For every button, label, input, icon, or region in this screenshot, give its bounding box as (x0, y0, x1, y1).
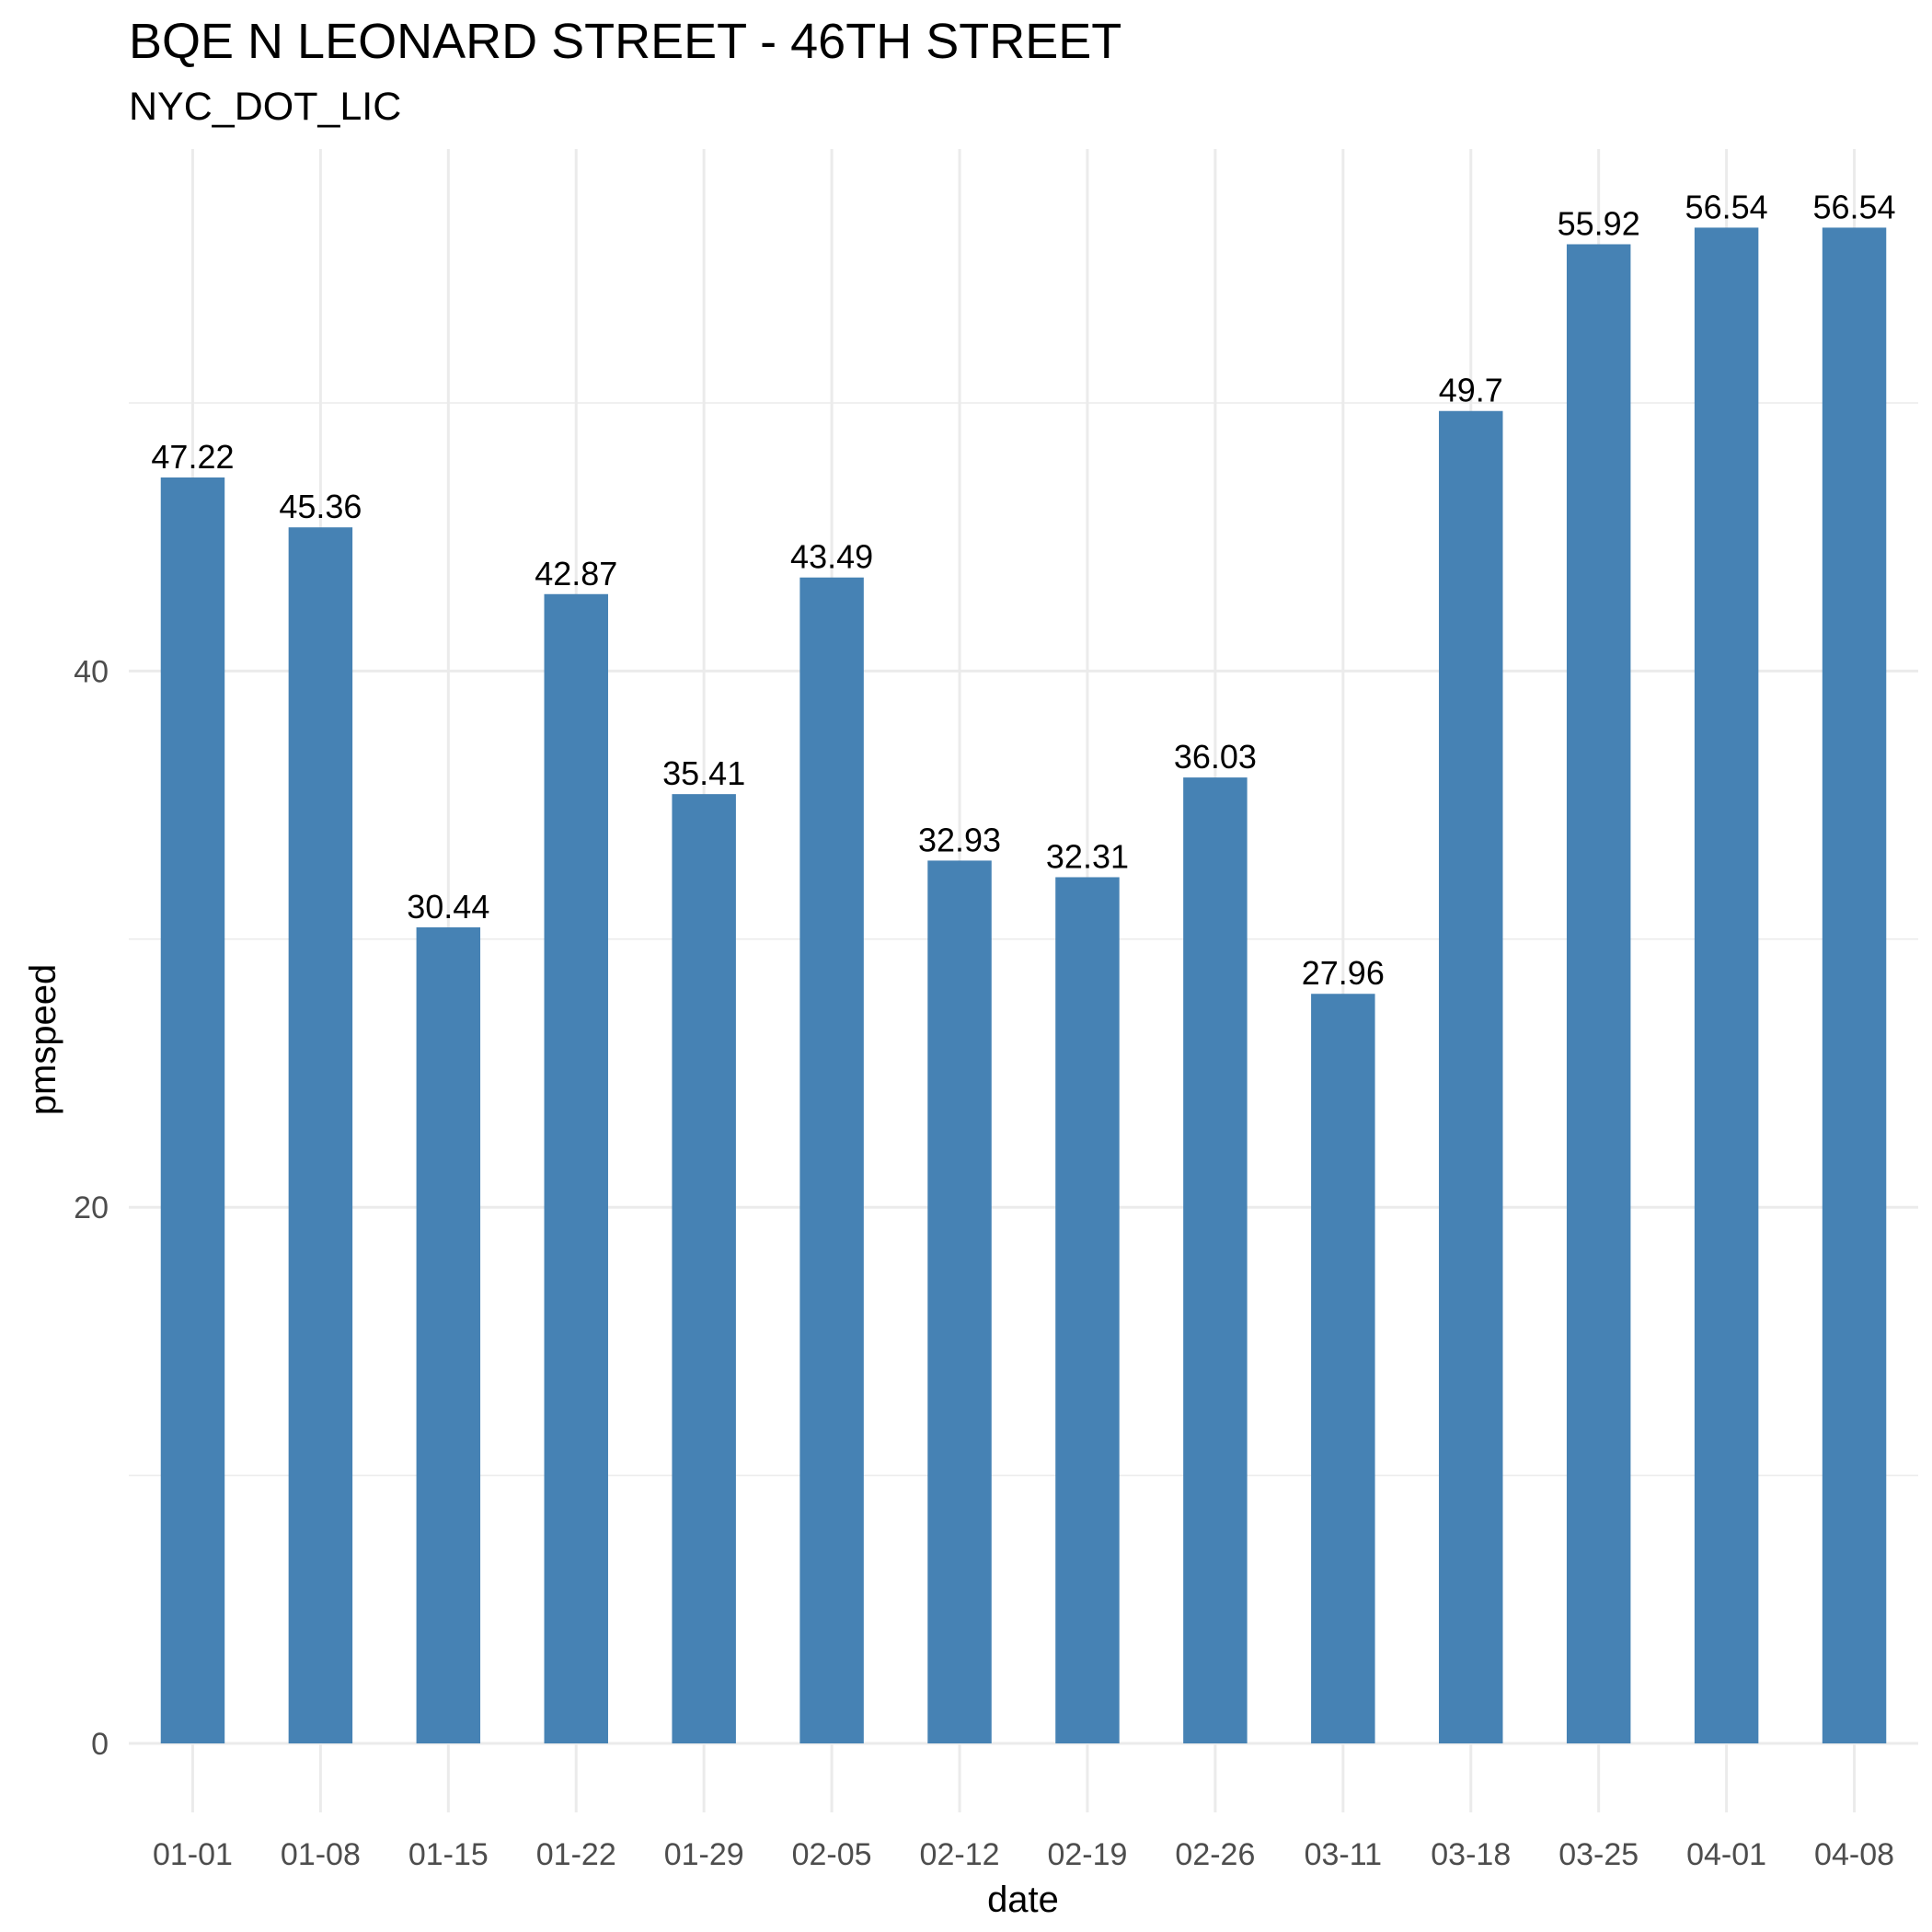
bar-value-label: 32.31 (1046, 837, 1129, 875)
chart-title: BQE N LEONARD STREET - 46TH STREET (129, 14, 1122, 69)
x-tick-label: 01-22 (536, 1837, 616, 1872)
x-tick-label: 01-08 (281, 1837, 361, 1872)
bar (672, 794, 736, 1743)
bar-value-label: 42.87 (535, 555, 617, 592)
bar-value-label: 32.93 (918, 821, 1001, 858)
bar (1439, 410, 1503, 1744)
y-axis-title: pmspeed (23, 964, 63, 1116)
bar (288, 527, 353, 1743)
x-tick-label: 02-26 (1175, 1837, 1255, 1872)
data-labels: 47.22 45.36 30.44 42.87 35.41 43.49 32.93 32.31… (151, 188, 1895, 992)
x-tick-label: 04-01 (1686, 1837, 1766, 1872)
bar-value-label: 45.36 (279, 488, 362, 525)
x-tick-label: 02-12 (920, 1837, 1000, 1872)
x-tick-label: 02-05 (792, 1837, 872, 1872)
bar-value-label: 49.7 (1439, 372, 1503, 409)
bar (160, 477, 225, 1743)
bar (1822, 227, 1887, 1743)
bar (927, 860, 992, 1743)
x-tick-label: 01-01 (153, 1837, 233, 1872)
gridlines (129, 149, 1918, 1812)
bar (416, 926, 481, 1743)
y-tick-label: 40 (74, 654, 109, 689)
bar (1311, 994, 1375, 1743)
bars (160, 227, 1887, 1744)
bar (1566, 244, 1631, 1743)
bar-value-label: 43.49 (790, 538, 873, 576)
y-tick-label: 20 (74, 1190, 109, 1225)
bar (799, 577, 864, 1743)
x-axis-title: date (987, 1880, 1059, 1920)
bar (1055, 877, 1120, 1743)
x-tick-label: 03-11 (1305, 1837, 1382, 1872)
bar-value-label: 47.22 (151, 438, 234, 476)
x-tick-label: 01-29 (664, 1837, 744, 1872)
bar (1694, 227, 1759, 1743)
x-tick-label: 01-15 (408, 1837, 489, 1872)
x-tick-label: 02-19 (1047, 1837, 1127, 1872)
x-tick-label: 03-25 (1558, 1837, 1639, 1872)
x-tick-label: 04-08 (1814, 1837, 1894, 1872)
bar-value-label: 27.96 (1302, 954, 1385, 992)
bar-value-label: 30.44 (407, 888, 489, 926)
bar (544, 593, 608, 1743)
y-tick-label: 0 (91, 1727, 109, 1762)
bar-value-label: 36.03 (1174, 738, 1257, 776)
axes: 0 20 40 01-01 01-08 01-15 01-22 01-29 02-05 02-12… (74, 654, 1894, 1872)
chart-subtitle: NYC_DOT_LIC (129, 85, 402, 129)
x-tick-label: 03-18 (1431, 1837, 1511, 1872)
bar-value-label: 56.54 (1685, 188, 1768, 225)
bar (1183, 777, 1248, 1743)
bar-value-label: 56.54 (1812, 188, 1895, 225)
bar-value-label: 35.41 (662, 754, 745, 792)
bar-value-label: 55.92 (1558, 204, 1640, 242)
